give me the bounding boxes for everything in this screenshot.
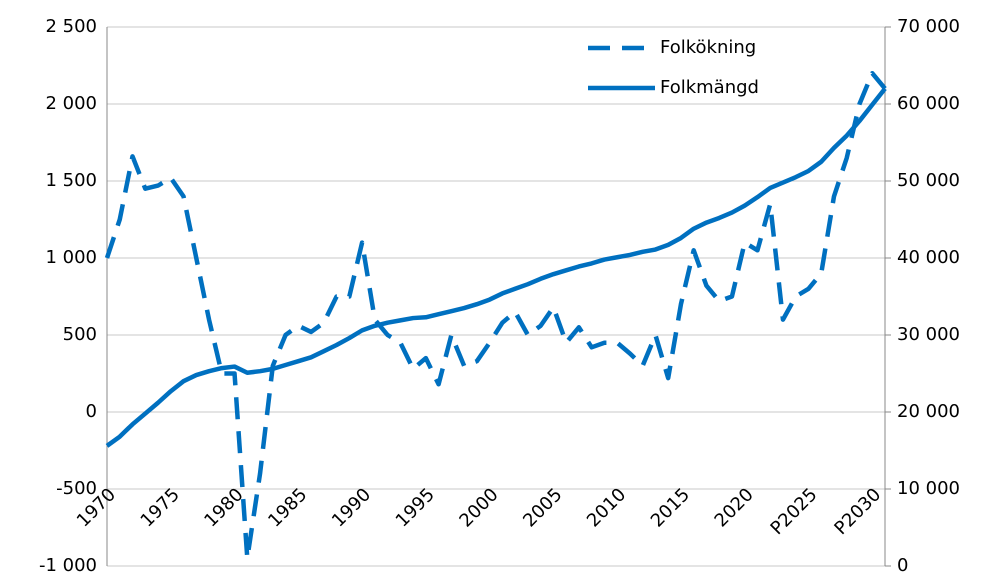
x-tick-label: 2020 (711, 484, 758, 531)
y-tick-label: -500 (56, 478, 97, 499)
y-tick-label: 2 000 (45, 93, 97, 114)
x-tick-label: 1990 (328, 484, 375, 531)
legend-label: Folkökning (660, 37, 756, 58)
y2-tick-label: 30 000 (897, 324, 960, 345)
x-tick-label: 1995 (392, 484, 439, 531)
y-tick-label: 1 000 (45, 247, 97, 268)
x-tick-label: 1975 (137, 484, 184, 531)
x-tick-label: P2030 (830, 484, 885, 539)
y2-tick-label: 60 000 (897, 93, 960, 114)
x-tick-label: 2005 (519, 484, 566, 531)
y-tick-label: 1 500 (45, 170, 97, 191)
x-tick-label: 2015 (647, 484, 694, 531)
y-tick-label: 500 (63, 324, 97, 345)
y2-tick-label: 50 000 (897, 170, 960, 191)
series-line (105, 87, 887, 448)
y-tick-label: 2 500 (45, 16, 97, 37)
y-tick-label: -1 000 (39, 555, 97, 575)
x-tick-label: 1980 (200, 484, 247, 531)
x-tick-label: 2010 (583, 484, 630, 531)
x-tick-label: 1985 (264, 484, 311, 531)
y2-tick-label: 70 000 (897, 16, 960, 37)
y-tick-label: 0 (86, 401, 97, 422)
x-tick-label: P2025 (767, 484, 822, 539)
legend-label: Folkmängd (660, 77, 759, 98)
x-tick-label: 2000 (455, 484, 502, 531)
y2-tick-label: 20 000 (897, 401, 960, 422)
y2-tick-label: 10 000 (897, 478, 960, 499)
y2-tick-label: 0 (897, 555, 908, 575)
y2-tick-label: 40 000 (897, 247, 960, 268)
series-line (104, 70, 887, 561)
